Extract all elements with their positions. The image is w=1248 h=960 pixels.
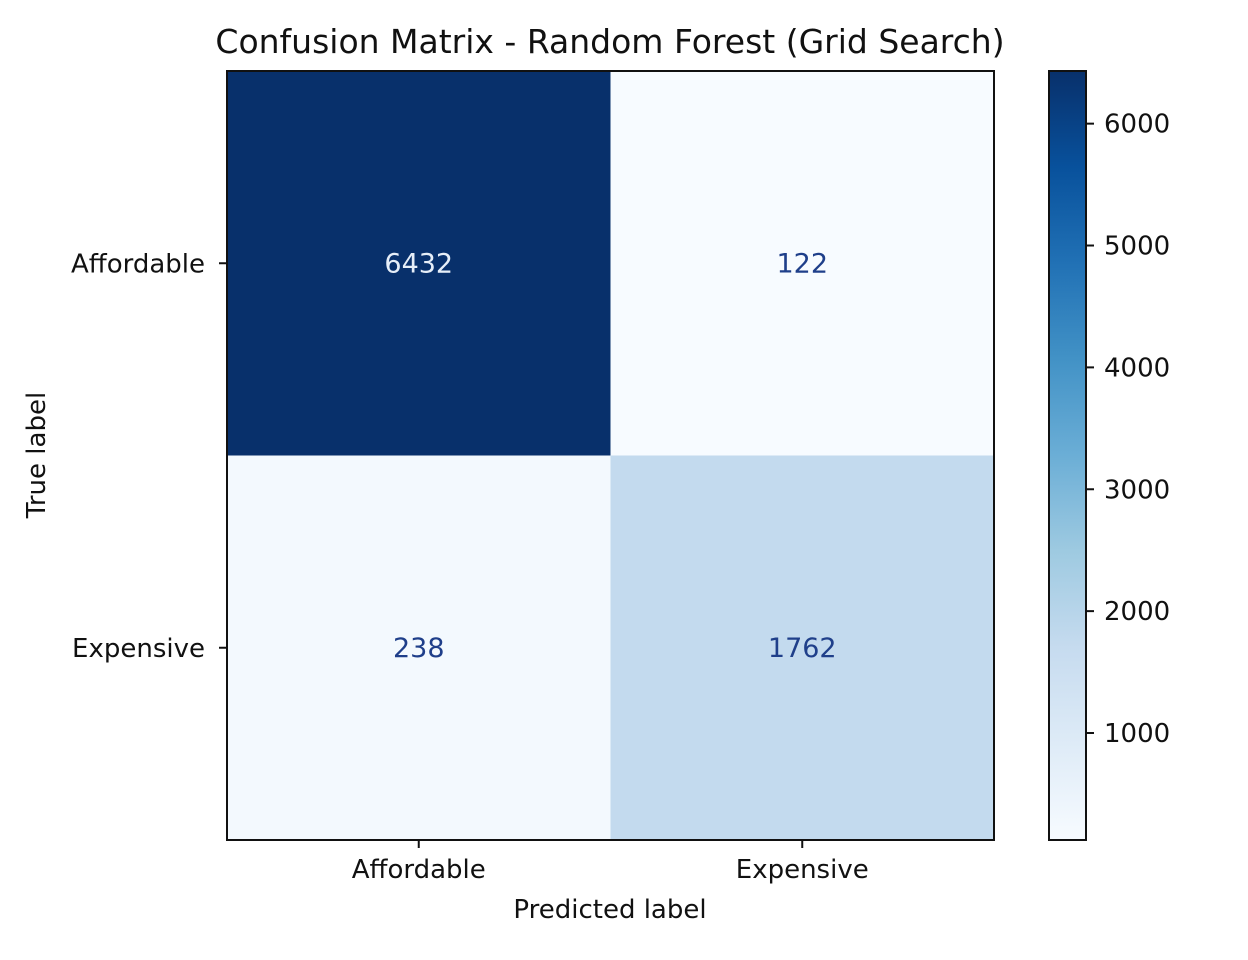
- colorbar-ticks: 1000 2000 3000 4000 5000 6000: [1086, 110, 1170, 749]
- colorbar-tick-label: 5000: [1104, 232, 1170, 262]
- colorbar: [1048, 70, 1087, 841]
- colorbar-tick-label: 3000: [1104, 475, 1170, 505]
- x-tick-label: Affordable: [352, 855, 486, 885]
- matrix-frame: [226, 70, 995, 841]
- y-tick-label: Affordable: [71, 249, 205, 279]
- matrix-cell-value-0-1: 122: [776, 248, 828, 279]
- x-tick-label: Expensive: [736, 855, 869, 885]
- matrix-cell-value-1-1: 1762: [768, 633, 837, 664]
- colorbar-tick-label: 4000: [1104, 353, 1170, 383]
- colorbar-tick-label: 1000: [1104, 719, 1170, 749]
- y-tick-label: Expensive: [72, 634, 205, 664]
- y-axis-label: True label: [22, 392, 52, 519]
- matrix-cell-0-0: [227, 71, 611, 456]
- matrix-cell-labels: 6432 122 238 1762: [384, 248, 836, 664]
- y-axis-ticks: Affordable Expensive: [71, 249, 227, 664]
- chart-title: Confusion Matrix - Random Forest (Grid S…: [215, 22, 1004, 61]
- matrix-cell-0-1: [610, 71, 995, 456]
- colorbar-tick-label: 2000: [1104, 597, 1170, 627]
- matrix-cell-1-0: [227, 455, 611, 841]
- matrix-cell-value-0-0: 6432: [384, 248, 453, 279]
- x-axis-ticks: Affordable Expensive: [352, 840, 869, 885]
- matrix-cell-value-1-0: 238: [393, 633, 445, 664]
- matrix-cell-1-1: [610, 455, 995, 841]
- x-axis-label: Predicted label: [513, 895, 706, 925]
- matrix-cells: [227, 71, 995, 841]
- colorbar-tick-label: 6000: [1104, 110, 1170, 140]
